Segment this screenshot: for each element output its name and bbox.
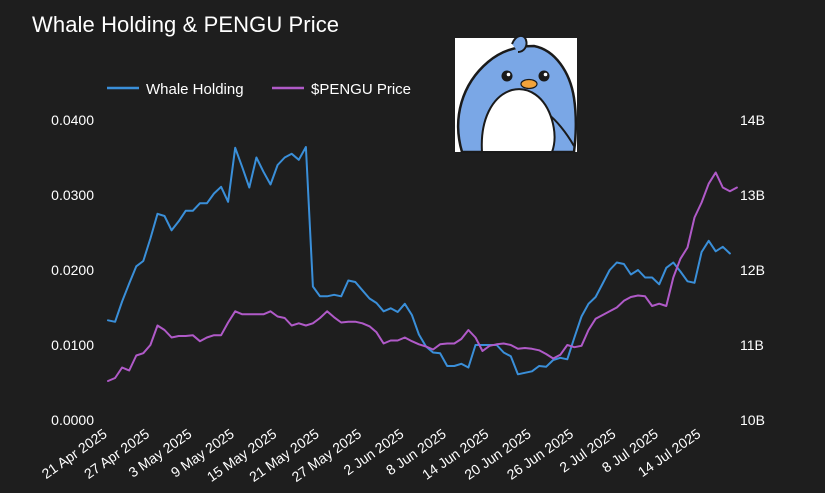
y-right-tick-label: 12B [740, 262, 765, 278]
left-axis: 0.0000 0.0100 0.0200 0.0300 0.0400 [51, 112, 94, 428]
right-axis: 10B 11B 12B 13B 14B [740, 112, 765, 428]
y-right-tick-label: 13B [740, 187, 765, 203]
y-left-tick-label: 0.0200 [51, 262, 94, 278]
y-right-tick-label: 14B [740, 112, 765, 128]
y-left-tick-label: 0.0000 [51, 412, 94, 428]
y-left-tick-label: 0.0100 [51, 337, 94, 353]
plot-area [107, 146, 738, 382]
y-right-tick-label: 10B [740, 412, 765, 428]
legend-label-pengu-price: $PENGU Price [311, 81, 411, 98]
legend: Whale Holding $PENGU Price [107, 81, 411, 98]
y-right-tick-label: 11B [740, 337, 764, 353]
y-left-tick-label: 0.0400 [51, 112, 94, 128]
penguin-mascot-icon [455, 34, 578, 154]
chart-title: Whale Holding & PENGU Price [32, 12, 340, 37]
series-line-whale-holding [107, 146, 731, 376]
series-line-pengu-price [107, 171, 738, 382]
legend-label-whale-holding: Whale Holding [146, 81, 244, 98]
y-left-tick-label: 0.0300 [51, 187, 94, 203]
